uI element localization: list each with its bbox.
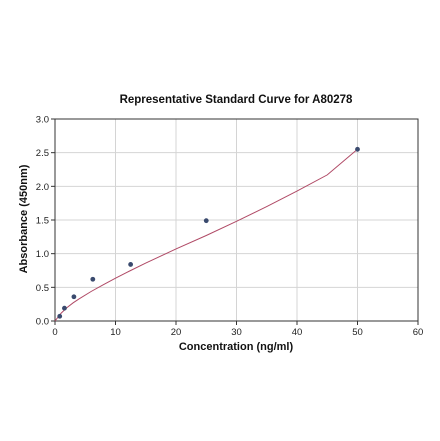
y-tick-label: 3.0 — [36, 115, 49, 126]
y-tick-label: 0.0 — [36, 317, 49, 328]
x-tick-label: 60 — [413, 327, 424, 338]
data-point — [355, 146, 360, 152]
grid — [54, 118, 419, 322]
y-axis-label: Absorbance (450nm) — [18, 164, 30, 273]
y-tick-label: 1.0 — [36, 249, 49, 260]
chart-title: Representative Standard Curve for A80278 — [120, 94, 353, 106]
data-point — [71, 294, 77, 300]
x-tick-label: 20 — [171, 327, 182, 338]
y-tick-label: 2.5 — [36, 148, 49, 159]
x-tick-label: 50 — [352, 327, 363, 338]
fit-curve-layer — [54, 148, 358, 322]
axis-ticks: 0 10 20 30 40 50 60 0.0 0.5 1.0 1.5 2.0 2.5 3.0 — [36, 115, 424, 339]
data-point — [203, 218, 209, 224]
y-tick-label: 2.0 — [36, 182, 49, 193]
data-point — [128, 262, 134, 267]
x-axis-label: Concentration (ng/ml) — [179, 341, 294, 353]
fit-curve-line — [54, 148, 358, 322]
data-point — [57, 313, 63, 319]
y-tick-label: 0.5 — [36, 283, 49, 294]
y-tick-label: 1.5 — [36, 216, 49, 227]
x-tick-label: 0 — [52, 327, 57, 338]
data-point — [90, 276, 96, 282]
x-tick-label: 30 — [231, 327, 242, 338]
data-point — [62, 305, 67, 311]
data-points-layer — [57, 146, 360, 319]
x-tick-label: 10 — [110, 327, 121, 338]
x-tick-label: 40 — [292, 327, 303, 338]
